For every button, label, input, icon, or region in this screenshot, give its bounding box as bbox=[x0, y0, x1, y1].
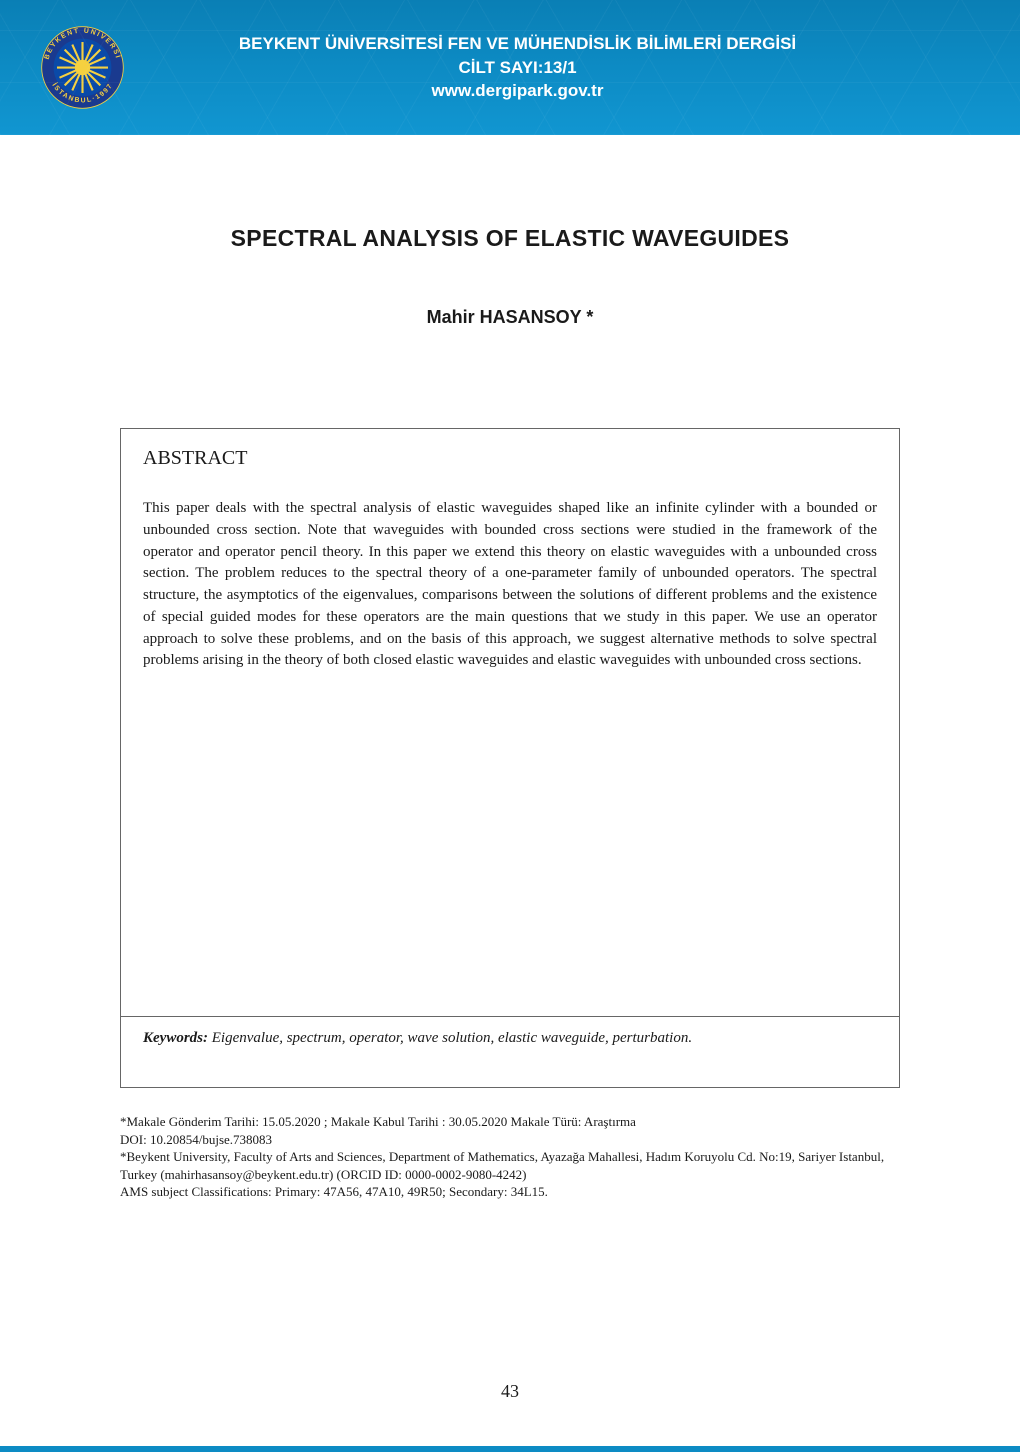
keywords-line: Keywords: Eigenvalue, spectrum, operator… bbox=[143, 1030, 877, 1047]
page-number: 43 bbox=[0, 1381, 1020, 1402]
keywords-divider bbox=[121, 1016, 899, 1017]
header-text-block: BEYKENT ÜNİVERSİTESİ FEN VE MÜHENDİSLİK … bbox=[155, 32, 980, 103]
content-area: SPECTRAL ANALYSIS OF ELASTIC WAVEGUIDES … bbox=[0, 135, 1020, 1201]
abstract-heading: ABSTRACT bbox=[143, 447, 877, 470]
abstract-box: ABSTRACT This paper deals with the spect… bbox=[120, 428, 900, 1088]
footnotes: *Makale Gönderim Tarihi: 15.05.2020 ; Ma… bbox=[120, 1113, 900, 1201]
footnote-ams: AMS subject Classifications: Primary: 47… bbox=[120, 1183, 900, 1201]
university-logo: BEYKENT ÜNİVERSİ İSTANBUL·1997 bbox=[40, 25, 125, 110]
paper-author: Mahir HASANSOY * bbox=[120, 307, 900, 328]
abstract-body: This paper deals with the spectral analy… bbox=[143, 498, 877, 672]
footnote-doi: DOI: 10.20854/bujse.738083 bbox=[120, 1131, 900, 1149]
keywords-text: Eigenvalue, spectrum, operator, wave sol… bbox=[208, 1030, 692, 1046]
footnote-submission: *Makale Gönderim Tarihi: 15.05.2020 ; Ma… bbox=[120, 1113, 900, 1131]
bottom-strip bbox=[0, 1446, 1020, 1452]
journal-volume: CİLT SAYI:13/1 bbox=[155, 56, 880, 80]
keywords-label: Keywords: bbox=[143, 1030, 208, 1046]
paper-title: SPECTRAL ANALYSIS OF ELASTIC WAVEGUIDES bbox=[120, 225, 900, 252]
logo-svg: BEYKENT ÜNİVERSİ İSTANBUL·1997 bbox=[40, 25, 125, 110]
footnote-affiliation: *Beykent University, Faculty of Arts and… bbox=[120, 1148, 900, 1183]
journal-header-banner: BEYKENT ÜNİVERSİ İSTANBUL·1997 BEYKENT Ü… bbox=[0, 0, 1020, 135]
journal-name: BEYKENT ÜNİVERSİTESİ FEN VE MÜHENDİSLİK … bbox=[155, 32, 880, 56]
journal-url: www.dergipark.gov.tr bbox=[155, 79, 880, 103]
